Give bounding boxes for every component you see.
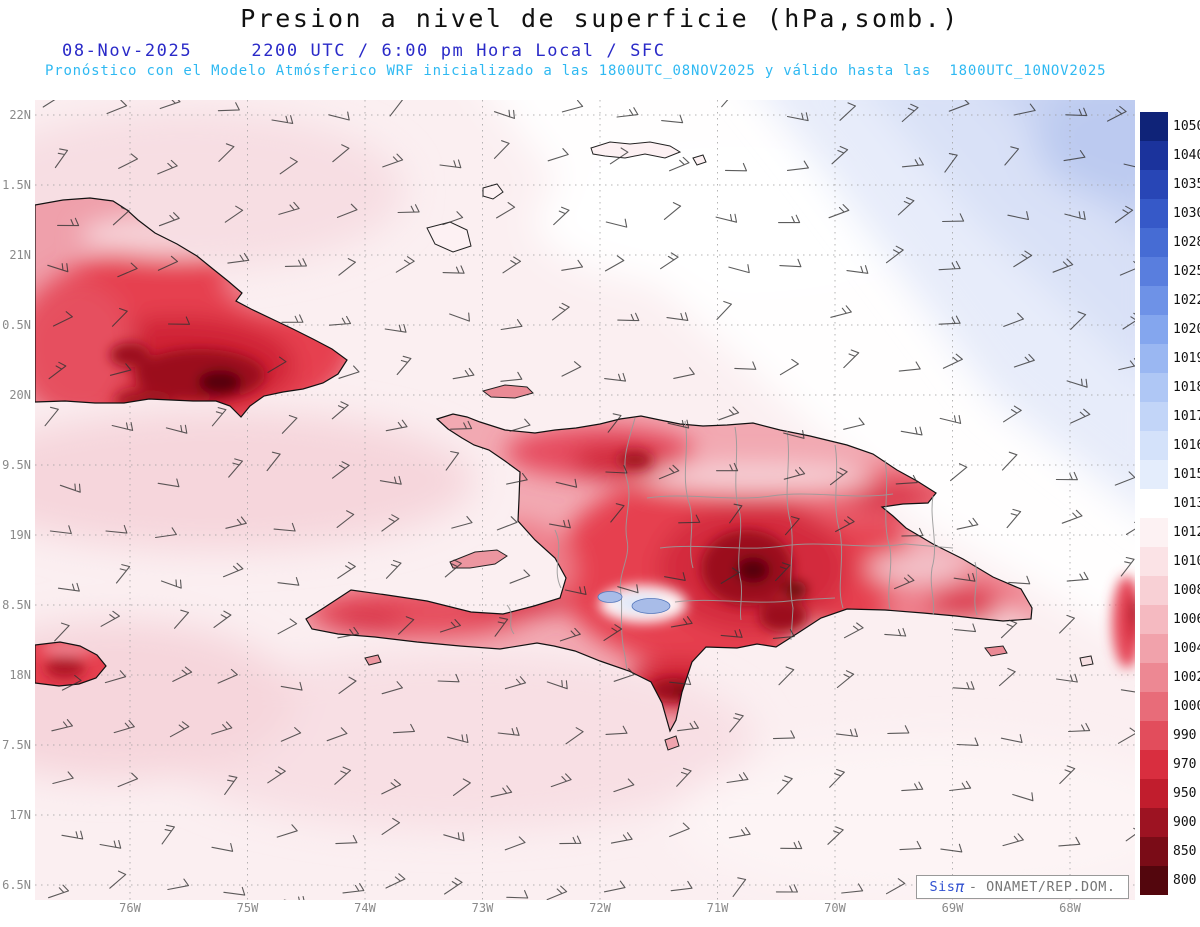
colorbar-label: 800 (1173, 872, 1197, 888)
colorbar-label: 1004 (1173, 640, 1200, 656)
colorbar-cell (1140, 692, 1168, 721)
lat-label: 22N (9, 108, 31, 122)
colorbar-label: 1025 (1173, 263, 1200, 279)
colorbar-cell (1140, 837, 1168, 866)
colorbar-cell (1140, 866, 1168, 895)
colorbar-cell (1140, 518, 1168, 547)
credit-brand: Sis (929, 879, 956, 895)
colorbar-cell (1140, 112, 1168, 141)
lon-label: 71W (706, 901, 729, 915)
colorbar-cell (1140, 721, 1168, 750)
colorbar-label: 990 (1173, 727, 1197, 743)
colorbar-label: 1020 (1173, 321, 1200, 337)
colorbar-cell (1140, 663, 1168, 692)
colorbar-label: 850 (1173, 843, 1197, 859)
lat-label: 7.5N (2, 738, 31, 752)
border-lakes (597, 591, 671, 614)
lon-label: 69W (941, 901, 964, 915)
credit-org: - ONAMET/REP.DOM. (968, 879, 1116, 895)
colorbar-cell (1140, 373, 1168, 402)
colorbar-label: 1018 (1173, 379, 1200, 395)
colorbar-label: 1040 (1173, 147, 1200, 163)
colorbar-cell (1140, 344, 1168, 373)
colorbar-label: 950 (1173, 785, 1197, 801)
right-edge-low (1112, 576, 1135, 668)
colorbar-label: 1022 (1173, 292, 1200, 308)
colorbar-strip (1140, 112, 1168, 895)
lat-label: 1.5N (2, 178, 31, 192)
colorbar-label: 1015 (1173, 466, 1200, 482)
colorbar-cell (1140, 228, 1168, 257)
lat-label: 9.5N (2, 458, 31, 472)
colorbar-label: 1000 (1173, 698, 1200, 714)
lon-label: 72W (589, 901, 611, 915)
lat-label: 0.5N (2, 318, 31, 332)
colorbar-label: 1008 (1173, 582, 1200, 598)
colorbar-cell (1140, 605, 1168, 634)
pressure-map (35, 100, 1135, 900)
lon-label: 76W (119, 901, 141, 915)
lon-label: 74W (354, 901, 376, 915)
lat-label: 6.5N (2, 878, 31, 892)
province-boundaries (506, 417, 978, 671)
colorbar-cell (1140, 750, 1168, 779)
colorbar-label: 1016 (1173, 437, 1200, 453)
credit-pi-symbol: π (955, 878, 965, 896)
lon-label: 75W (236, 901, 259, 915)
lon-label: 70W (824, 901, 846, 915)
colorbar-label: 1017 (1173, 408, 1200, 424)
colorbar-label: 1019 (1173, 350, 1200, 366)
colorbar-label: 1028 (1173, 234, 1200, 250)
colorbar-cell (1140, 199, 1168, 228)
colorbar-cell (1140, 141, 1168, 170)
colorbar-label: 1010 (1173, 553, 1200, 569)
colorbar-label: 1012 (1173, 524, 1200, 540)
colorbar-cell (1140, 460, 1168, 489)
colorbar-cell (1140, 170, 1168, 199)
model-init-line: Pronóstico con el Modelo Atmósferico WRF… (45, 63, 1107, 79)
colorbar-cell (1140, 547, 1168, 576)
colorbar-label: 900 (1173, 814, 1197, 830)
colorbar-cell (1140, 315, 1168, 344)
colorbar-cell (1140, 576, 1168, 605)
lat-label: 18N (9, 668, 31, 682)
lat-label: 8.5N (2, 598, 31, 612)
lon-label: 73W (471, 901, 494, 915)
colorbar-label: 970 (1173, 756, 1197, 772)
colorbar-cell (1140, 808, 1168, 837)
colorbar-cell (1140, 779, 1168, 808)
high-pressure-blue-corner (767, 100, 1135, 508)
colorbar-label: 1050 (1173, 118, 1200, 134)
colorbar-cell (1140, 634, 1168, 663)
colorbar-label: 1013 (1173, 495, 1200, 511)
lat-label: 21N (9, 248, 31, 262)
lat-label: 20N (9, 388, 31, 402)
credit-box: Sis π - ONAMET/REP.DOM. (916, 875, 1129, 899)
colorbar-cell (1140, 257, 1168, 286)
lat-label: 17N (9, 808, 31, 822)
colorbar-cell (1140, 489, 1168, 518)
colorbar-label: 1006 (1173, 611, 1200, 627)
lat-label: 19N (9, 528, 31, 542)
valid-time-line: 08-Nov-2025 2200 UTC / 6:00 pm Hora Loca… (62, 41, 666, 61)
colorbar-label: 1030 (1173, 205, 1200, 221)
colorbar-label: 1035 (1173, 176, 1200, 192)
colorbar-cell (1140, 402, 1168, 431)
colorbar-cell (1140, 431, 1168, 460)
page-title: Presion a nivel de superficie (hPa,somb.… (240, 4, 960, 33)
small-islands (364, 141, 1094, 751)
lon-label: 68W (1059, 901, 1081, 915)
wind-barbs (42, 100, 1135, 900)
colorbar-label: 1002 (1173, 669, 1200, 685)
colorbar-cell (1140, 286, 1168, 315)
